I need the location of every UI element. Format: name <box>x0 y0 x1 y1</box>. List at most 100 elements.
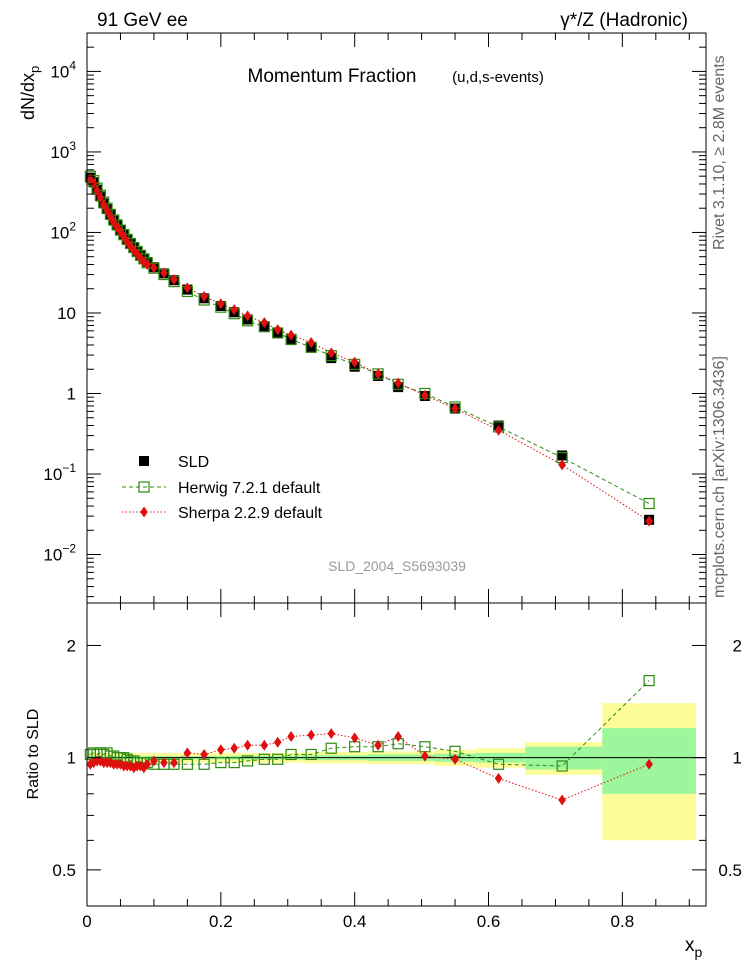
energy-label: 91 GeV ee <box>97 10 188 31</box>
sherpa-2-2-9-default-point <box>558 459 566 471</box>
source-label: mcplots.cern.ch [arXiv:1306.3436] <box>711 356 728 598</box>
sherpa-2-2-9-default-ratio-point <box>350 732 359 744</box>
sherpa-2-2-9-default-point <box>645 515 653 527</box>
sherpa-line <box>89 178 650 522</box>
main-y-tick-label: 104 <box>50 58 76 81</box>
sherpa-2-2-9-default-point <box>230 304 239 316</box>
sherpa-2-2-9-default-point <box>273 324 282 336</box>
sherpa-2-2-9-default-point <box>217 298 225 310</box>
sherpa-2-2-9-default-ratio-point <box>150 755 158 767</box>
main-y-tick-label: 102 <box>50 219 76 242</box>
herwig-7-2-1-default-ratio-point <box>272 753 284 765</box>
plot-subtitle: (u,d,s-events) <box>452 69 544 86</box>
sherpa-2-2-9-default-point <box>170 274 178 286</box>
herwig-7-2-1-default-ratio-point <box>258 753 270 765</box>
sherpa-2-2-9-default-point <box>307 336 315 348</box>
sherpa-2-2-9-default-point <box>133 248 141 260</box>
ratio-y-tick-label-right: 1 <box>733 749 742 768</box>
ratio-plot: 0.5 0.5 1 1 2 2 0 0.2 0.4 0.6 0.8 Ratio to SLD xp <box>25 602 742 960</box>
legend-label: Herwig 7.2.1 default <box>178 480 321 497</box>
x-axis-label-text: xp <box>685 935 703 960</box>
herwig-7-2-1-default-ratio-point <box>228 757 240 769</box>
sherpa-2-2-9-default-point <box>150 262 158 274</box>
x-axis-label: xp <box>685 935 703 960</box>
sherpa-2-2-9-default-ratio-point <box>421 750 429 762</box>
sherpa-2-2-9-default-ratio-point <box>243 739 252 751</box>
sherpa-2-2-9-default-ratio-point <box>273 736 282 748</box>
sherpa-2-2-9-default-ratio-point <box>494 772 503 784</box>
sherpa-2-2-9-default-point <box>183 282 192 294</box>
sherpa-2-2-9-default-point <box>451 403 459 415</box>
sherpa-2-2-9-default-ratio-point <box>230 742 239 754</box>
sherpa-2-2-9-default-point <box>130 244 138 256</box>
herwig-7-2-1-default-ratio-point <box>181 758 193 770</box>
sherpa-2-2-9-default-ratio-point <box>130 762 138 774</box>
ratio-y-axis-label: Ratio to SLD <box>25 709 42 800</box>
sherpa-2-2-9-default-point <box>96 191 105 203</box>
sherpa-2-2-9-default-ratio-point <box>260 739 269 751</box>
main-y-axis-label-text: dN/dxp <box>18 66 42 120</box>
process-label: γ*/Z (Hadronic) <box>560 10 688 31</box>
sherpa-2-2-9-default-point <box>243 310 252 322</box>
sherpa-2-2-9-default-point <box>350 356 359 368</box>
sherpa-2-2-9-default-point <box>494 424 503 436</box>
main-y-tick-label: 103 <box>50 139 76 162</box>
sherpa-2-2-9-default-point <box>421 389 429 401</box>
plot-title: Momentum Fraction <box>248 66 417 87</box>
sherpa-2-2-9-default-ratio-point <box>126 760 135 772</box>
ratio-y-tick-label: 1 <box>67 749 76 768</box>
x-tick-label: 0.2 <box>209 912 233 931</box>
herwig-7-2-1-default-point <box>643 497 655 510</box>
sherpa-2-2-9-default-ratio-point <box>160 757 168 769</box>
sherpa-2-2-9-default-point <box>394 377 402 389</box>
herwig-7-2-1-default-ratio-point <box>305 748 317 761</box>
sherpa-2-2-9-default-ratio-point <box>183 747 192 759</box>
herwig-7-2-1-default-ratio-point <box>492 758 505 770</box>
sherpa-2-2-9-default-ratio-point <box>217 744 225 756</box>
sherpa-2-2-9-default-ratio-point <box>558 794 566 806</box>
herwig-7-2-1-default-ratio-point <box>643 674 655 687</box>
x-tick-label: 0.8 <box>611 912 635 931</box>
sherpa-2-2-9-default-point <box>143 258 152 270</box>
herwig-7-2-1-default-ratio-point <box>325 742 337 754</box>
sherpa-2-2-9-default-ratio-point <box>394 730 402 742</box>
legend-marker <box>139 456 149 466</box>
sherpa-2-2-9-default-ratio-point <box>451 753 459 765</box>
sherpa-2-2-9-default-ratio-point <box>200 748 208 760</box>
main-y-tick-label: 1 <box>67 384 76 403</box>
main-plot: 10−2 10−1 1 10 102 103 104 Momentum Fraction (… <box>18 32 707 604</box>
legend-label: Sherpa 2.2.9 default <box>178 505 323 522</box>
legend-marker <box>140 506 148 518</box>
main-y-tick-label: 10 <box>57 304 76 323</box>
main-y-tick-label: 10−1 <box>43 461 76 484</box>
sherpa-2-2-9-default-ratio-point <box>287 730 295 742</box>
sherpa-2-2-9-default-ratio-point <box>327 728 336 740</box>
sherpa-2-2-9-default-ratio-point <box>307 729 315 741</box>
x-tick-label: 0 <box>82 912 91 931</box>
sherpa-2-2-9-default-point <box>126 240 135 252</box>
sherpa-2-2-9-default-point <box>260 317 269 329</box>
sherpa-2-2-9-default-point <box>287 329 295 341</box>
herwig-7-2-1-default-ratio-point <box>285 748 297 761</box>
legend-marker <box>138 481 150 493</box>
main-y-axis-label: dN/dxp <box>18 66 42 120</box>
sherpa-2-2-9-default-ratio-point <box>170 757 178 769</box>
ratio-y-tick-label-right: 2 <box>733 636 742 655</box>
ratio-y-tick-label: 0.5 <box>52 861 76 880</box>
sherpa-2-2-9-default-ratio-point <box>645 758 653 770</box>
sld-point <box>557 450 568 461</box>
main-y-tick-label: 10−2 <box>43 542 76 565</box>
sherpa-2-2-9-default-point <box>327 347 336 359</box>
sherpa-2-2-9-default-point <box>160 267 168 279</box>
sherpa-2-2-9-default-point <box>200 291 208 303</box>
ratio-plot-frame <box>86 602 707 907</box>
herwig-7-2-1-default-ratio-point <box>556 760 568 772</box>
rivet-version-label: Rivet 3.1.10, ≥ 2.8M events <box>711 55 728 250</box>
herwig-7-2-1-default-ratio-point <box>215 757 227 769</box>
sherpa-2-2-9-default-point <box>93 185 101 197</box>
analysis-watermark: SLD_2004_S5693039 <box>328 558 466 574</box>
legend-label: SLD <box>178 454 209 471</box>
sherpa-2-2-9-default-point <box>123 236 131 248</box>
herwig-7-2-1-default-ratio-point <box>242 755 254 767</box>
